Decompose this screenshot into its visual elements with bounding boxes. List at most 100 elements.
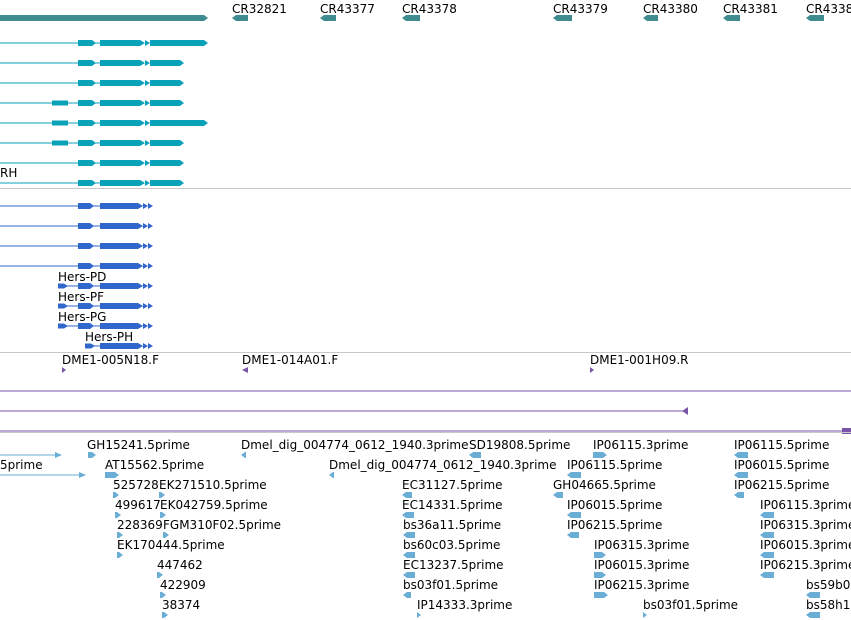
- protein-exon[interactable]: [100, 243, 138, 249]
- est-label[interactable]: 38374: [162, 598, 201, 612]
- clone-label[interactable]: DME1-005N18.F: [62, 353, 160, 367]
- transcript-chevron[interactable]: [145, 160, 150, 166]
- est-glyph[interactable]: [160, 512, 166, 518]
- transcript-chevron[interactable]: [140, 100, 145, 106]
- est-glyph[interactable]: [402, 492, 412, 498]
- est-glyph[interactable]: [105, 472, 119, 478]
- transcript-exon[interactable]: [100, 180, 140, 186]
- est-glyph[interactable]: [403, 572, 415, 578]
- est-label[interactable]: 422909: [160, 578, 206, 592]
- transcript-exon[interactable]: [78, 120, 96, 126]
- est-label[interactable]: IP14333.3prime: [417, 598, 513, 612]
- est-label[interactable]: IP06315.3prime: [760, 518, 851, 532]
- est-label[interactable]: GH15241.5prime: [87, 438, 190, 452]
- transcript-exon[interactable]: [150, 140, 184, 146]
- transcript-exon[interactable]: [150, 160, 184, 166]
- transcript-chevron[interactable]: [145, 60, 150, 66]
- gene-label-cr[interactable]: CR32821: [232, 2, 287, 16]
- cr-gene-glyph[interactable]: [553, 15, 572, 21]
- est-read-arrow[interactable]: [55, 452, 62, 458]
- est-label[interactable]: IP06215.5prime: [567, 518, 663, 532]
- est-glyph[interactable]: [760, 552, 774, 558]
- protein-chevron[interactable]: [148, 243, 153, 249]
- est-label[interactable]: Dmel_dig_004774_0612_1940.3prime: [329, 458, 557, 472]
- transcript-exon[interactable]: [150, 40, 208, 46]
- transcript-chevron[interactable]: [145, 140, 150, 146]
- est-glyph[interactable]: [160, 592, 166, 598]
- est-glyph[interactable]: [157, 572, 163, 578]
- est-label[interactable]: IP06015.5prime: [734, 458, 830, 472]
- gene-label-cr[interactable]: CR4338: [806, 2, 851, 16]
- est-glyph[interactable]: [594, 572, 606, 578]
- gene-label-cr[interactable]: CR43381: [723, 2, 778, 16]
- protein-chevron[interactable]: [138, 283, 143, 289]
- transcript-chevron[interactable]: [140, 80, 145, 86]
- est-label[interactable]: IP06115.5prime: [567, 458, 663, 472]
- est-label[interactable]: 525728: [113, 478, 159, 492]
- protein-chevron[interactable]: [143, 343, 148, 349]
- transcript-exon[interactable]: [78, 160, 96, 166]
- gene-label-cr[interactable]: CR43377: [320, 2, 375, 16]
- transcript-chevron[interactable]: [145, 40, 150, 46]
- est-label[interactable]: IP06215.3prime: [760, 558, 851, 572]
- est-label[interactable]: IP06115.3prime: [593, 438, 689, 452]
- transcript-exon[interactable]: [78, 40, 96, 46]
- est-glyph[interactable]: [88, 452, 96, 458]
- protein-chevron[interactable]: [138, 243, 143, 249]
- transcript-chevron[interactable]: [140, 160, 145, 166]
- est-label[interactable]: IP06315.3prime: [594, 538, 690, 552]
- est-glyph[interactable]: [734, 492, 744, 498]
- est-label[interactable]: bs60c03.5prime: [403, 538, 501, 552]
- protein-chevron[interactable]: [138, 263, 143, 269]
- gene-label-cr[interactable]: CR43378: [402, 2, 457, 16]
- clone-label[interactable]: DME1-001H09.R: [590, 353, 689, 367]
- est-label[interactable]: IP06015.3prime: [594, 558, 690, 572]
- protein-chevron[interactable]: [138, 223, 143, 229]
- transcript-exon[interactable]: [100, 160, 140, 166]
- est-label[interactable]: 5prime: [0, 458, 43, 472]
- est-label[interactable]: bs58h1: [806, 598, 851, 612]
- protein-label[interactable]: Hers-PG: [58, 310, 107, 324]
- protein-label[interactable]: Hers-PF: [58, 290, 105, 304]
- protein-chevron[interactable]: [148, 203, 153, 209]
- protein-exon[interactable]: [100, 323, 138, 329]
- est-glyph[interactable]: [760, 512, 774, 518]
- est-label[interactable]: bs59b0: [806, 578, 851, 592]
- protein-chevron[interactable]: [148, 303, 153, 309]
- transcript-exon[interactable]: [78, 100, 96, 106]
- est-label[interactable]: AT15562.5prime: [105, 458, 205, 472]
- est-glyph[interactable]: [163, 532, 169, 538]
- transcript-exon[interactable]: [100, 140, 140, 146]
- protein-chevron[interactable]: [143, 203, 148, 209]
- est-label[interactable]: 228369: [117, 518, 163, 532]
- est-label[interactable]: 447462: [157, 558, 203, 572]
- transcript-exon[interactable]: [52, 120, 68, 126]
- est-label[interactable]: IP06115.5prime: [734, 438, 830, 452]
- transcript-exon[interactable]: [78, 60, 96, 66]
- est-label[interactable]: IP06215.5prime: [734, 478, 830, 492]
- est-label[interactable]: EK170444.5prime: [117, 538, 225, 552]
- est-glyph[interactable]: [117, 552, 123, 558]
- protein-exon[interactable]: [100, 283, 138, 289]
- protein-exon[interactable]: [78, 263, 94, 269]
- est-label[interactable]: 499617: [115, 498, 161, 512]
- protein-exon[interactable]: [58, 283, 68, 289]
- protein-chevron[interactable]: [143, 243, 148, 249]
- protein-exon[interactable]: [78, 223, 94, 229]
- est-label[interactable]: bs03f01.5prime: [643, 598, 739, 612]
- clone-marker[interactable]: [682, 407, 688, 415]
- transcript-chevron[interactable]: [140, 40, 145, 46]
- protein-chevron[interactable]: [148, 343, 153, 349]
- est-glyph[interactable]: [113, 492, 119, 498]
- transcript-chevron[interactable]: [145, 180, 150, 186]
- est-label[interactable]: EK271510.5prime: [159, 478, 267, 492]
- est-glyph[interactable]: [553, 492, 563, 498]
- protein-exon[interactable]: [58, 303, 68, 309]
- transcript-chevron[interactable]: [140, 140, 145, 146]
- protein-chevron[interactable]: [143, 303, 148, 309]
- protein-chevron[interactable]: [138, 203, 143, 209]
- est-glyph[interactable]: [403, 552, 415, 558]
- est-label[interactable]: FGM310F02.5prime: [163, 518, 282, 532]
- protein-exon[interactable]: [100, 303, 138, 309]
- clone-marker[interactable]: [62, 367, 66, 373]
